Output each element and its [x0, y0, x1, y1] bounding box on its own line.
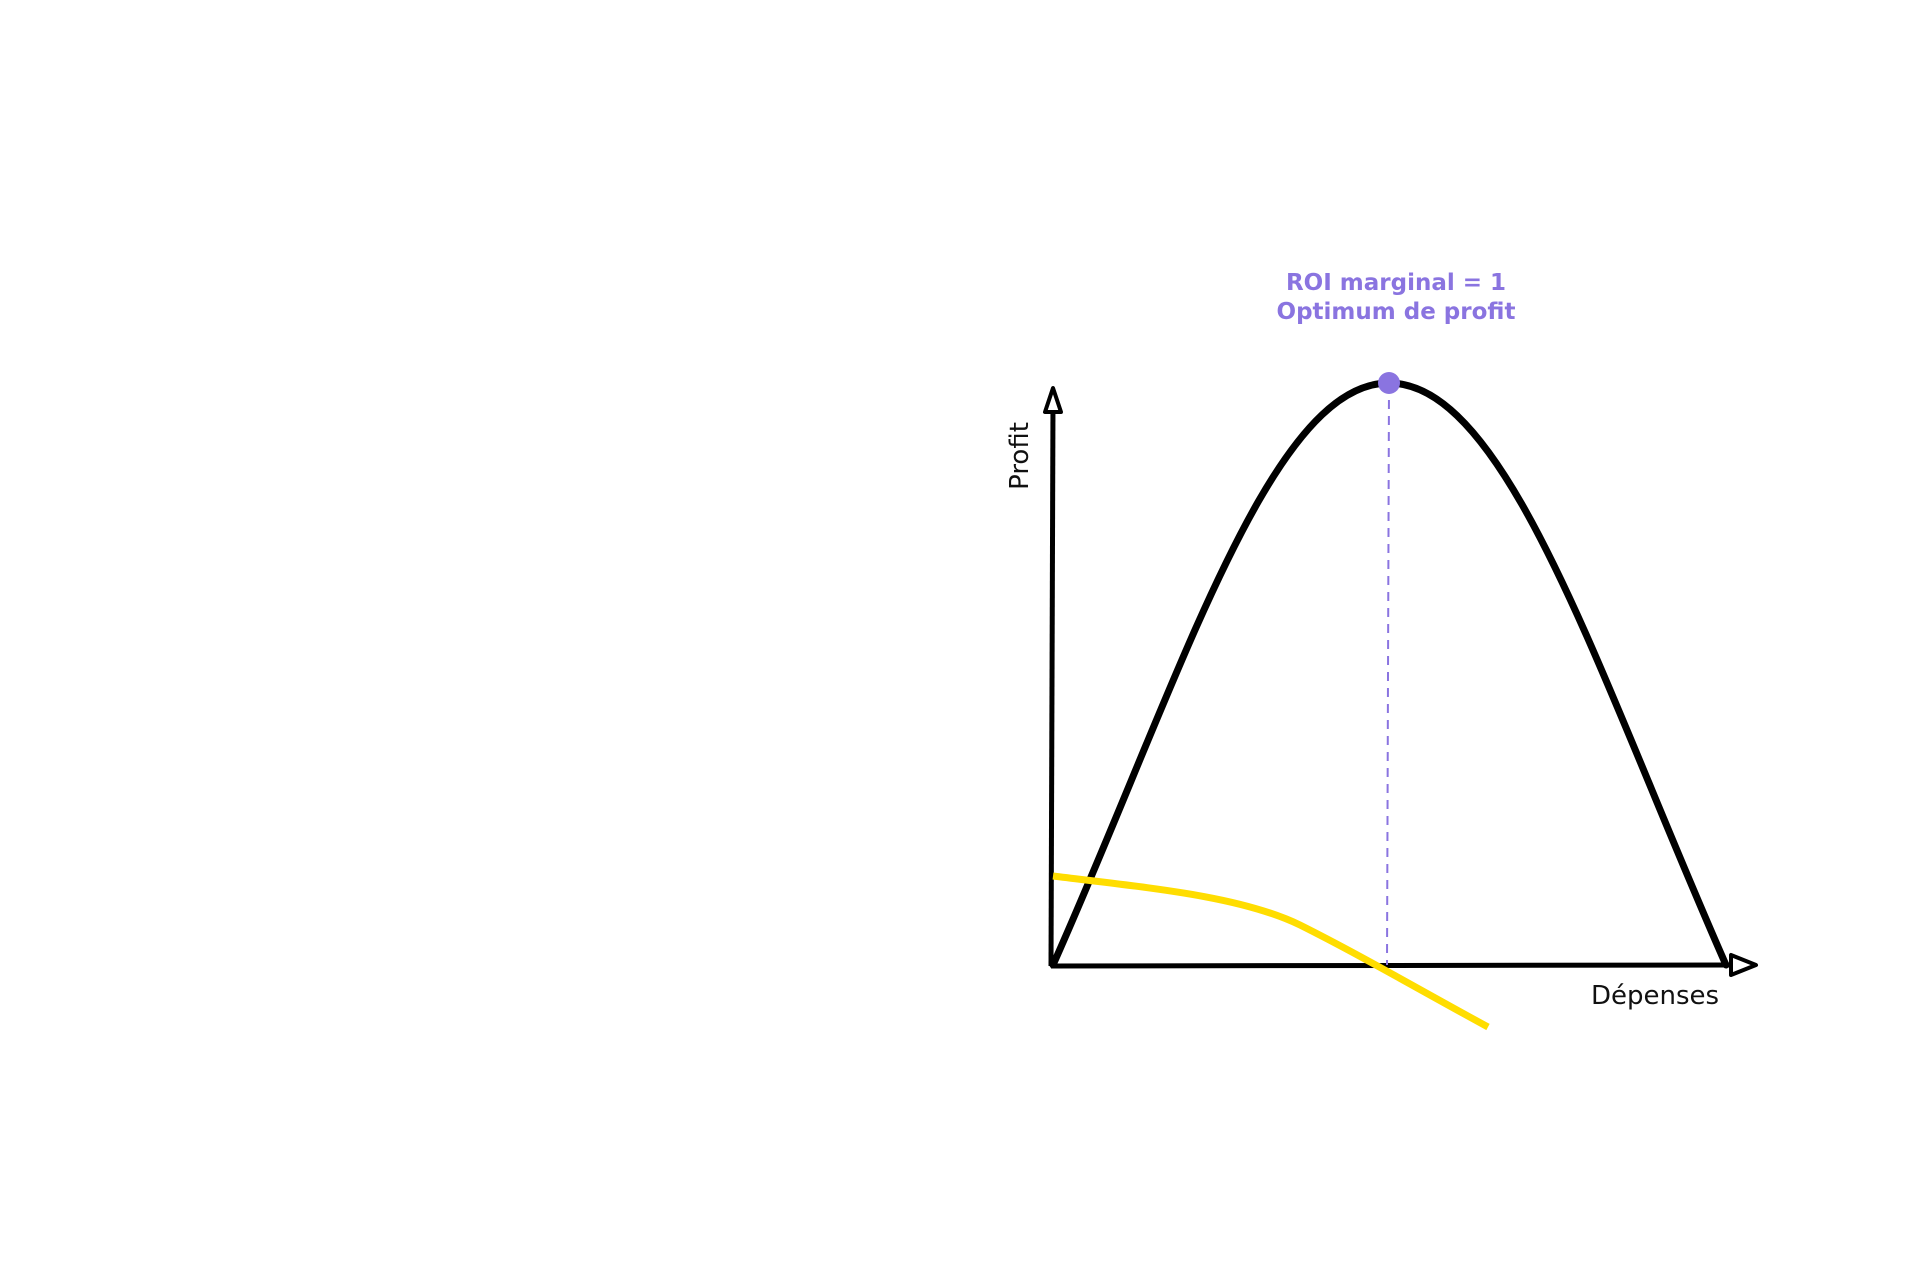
x-axis-arrow: [1729, 953, 1758, 977]
marginal-roi-curve: [1052, 872, 1490, 1031]
annotation-line: Optimum de profit: [1277, 299, 1516, 325]
x-axis-label: Dépenses: [1591, 981, 1719, 1011]
optimum-line: [1386, 383, 1390, 966]
y-axis-label: Profit: [1005, 422, 1035, 490]
optimum-point: [1378, 372, 1400, 394]
annotation-line: ROI marginal = 1: [1286, 270, 1506, 296]
y-axis-arrow: [1043, 386, 1063, 414]
y-axis: [1048, 399, 1056, 967]
x-axis: [1050, 962, 1736, 969]
